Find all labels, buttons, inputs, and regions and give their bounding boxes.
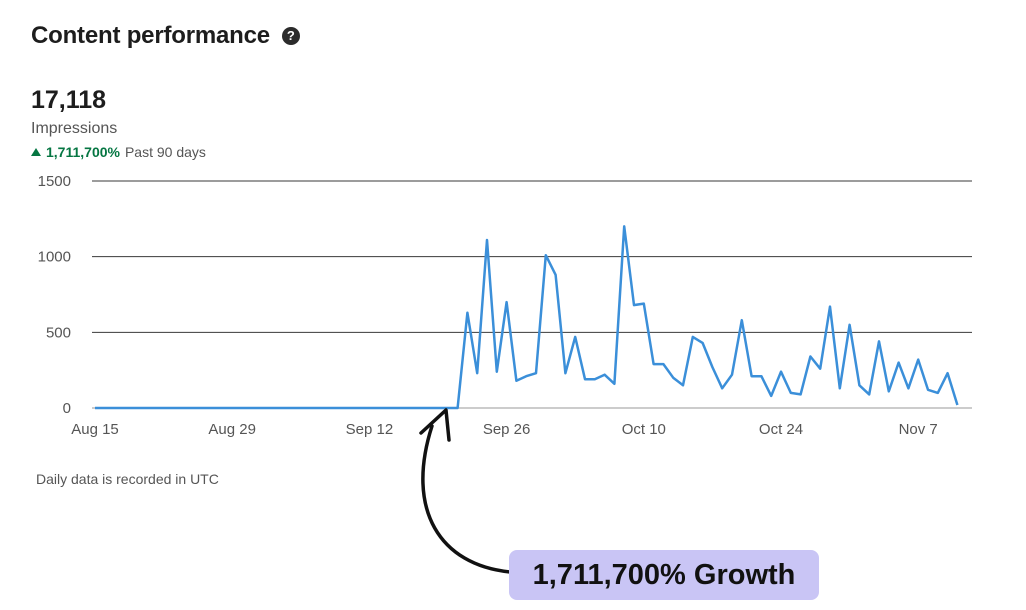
y-tick-label: 500 xyxy=(46,324,71,341)
impressions-value: 17,118 xyxy=(31,86,107,114)
y-tick-label: 1000 xyxy=(38,249,71,266)
impressions-series-line xyxy=(95,225,959,410)
trend-change: 1,711,700% xyxy=(46,144,120,160)
x-tick-label: Oct 24 xyxy=(759,421,803,438)
x-tick-label: Aug 15 xyxy=(71,421,119,438)
impressions-label: Impressions xyxy=(31,120,118,137)
trend-up-icon xyxy=(31,148,41,156)
card-header: Content performance ? xyxy=(31,22,300,50)
x-tick-label: Sep 12 xyxy=(346,421,394,438)
y-tick-label: 1500 xyxy=(38,173,71,190)
x-tick-label: Aug 29 xyxy=(208,421,256,438)
help-icon[interactable]: ? xyxy=(281,27,300,45)
x-tick-label: Nov 7 xyxy=(899,421,938,438)
x-tick-label: Oct 10 xyxy=(622,421,666,438)
card-title: Content performance xyxy=(31,22,270,49)
x-tick-label: Sep 26 xyxy=(483,421,531,438)
annotation-arrow xyxy=(421,424,512,574)
growth-callout: 1,711,700% Growth xyxy=(509,550,819,600)
content-performance-card: Content performance ? 17,118 Impressions… xyxy=(31,22,300,487)
annotation-arrowhead xyxy=(419,408,451,442)
y-tick-label: 0 xyxy=(63,400,71,417)
trend-indicator: 1,711,700% Past 90 days xyxy=(31,144,206,160)
trend-period: Past 90 days xyxy=(124,144,206,160)
utc-footnote: Daily data is recorded in UTC xyxy=(36,471,219,487)
